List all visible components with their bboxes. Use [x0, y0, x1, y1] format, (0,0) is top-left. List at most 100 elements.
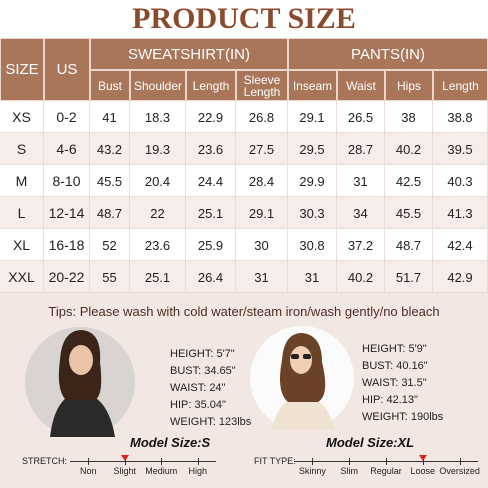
- table-cell: 29.1: [236, 197, 288, 229]
- table-cell: 23.6: [130, 229, 186, 261]
- tips: Tips: Please wash with cold water/steam …: [48, 303, 440, 319]
- page-title: PRODUCT SIZE: [132, 2, 356, 35]
- table-cell: 29.9: [288, 165, 337, 197]
- header-cell: SWEATSHIRT(IN): [90, 38, 288, 70]
- table-cell: 42.9: [433, 261, 488, 293]
- title-band: [0, 0, 488, 38]
- table-cell: 26.5: [337, 101, 385, 133]
- table-cell: 31: [236, 261, 288, 293]
- table-cell: L: [0, 197, 44, 229]
- table-row: [0, 165, 488, 197]
- table-cell: 41.3: [433, 197, 488, 229]
- scale-marker: [120, 455, 129, 461]
- model-size: Model Size:S: [130, 435, 211, 450]
- table-cell: 27.5: [236, 133, 288, 165]
- model-stat: WEIGHT: 123lbs: [170, 416, 252, 428]
- table-cell: 30.8: [288, 229, 337, 261]
- column-header: Hips: [385, 70, 433, 101]
- table-cell: 40.2: [337, 261, 385, 293]
- scale-option: Slim: [340, 466, 358, 476]
- model-stat: WEIGHT: 190lbs: [362, 411, 444, 423]
- model-stat: HEIGHT: 5'9": [362, 343, 427, 355]
- table-row: [0, 229, 488, 261]
- table-cell: 48.7: [90, 197, 130, 229]
- table-cell: M: [0, 165, 44, 197]
- scale-tick: [197, 458, 199, 465]
- table-cell: 20-22: [44, 261, 90, 293]
- table-row: [0, 133, 488, 165]
- model-stat: HIP: 35.04": [170, 399, 226, 411]
- column-header: Length: [433, 70, 488, 101]
- table-row: [0, 197, 488, 229]
- table-cell: 42.4: [433, 229, 488, 261]
- table-cell: 52: [90, 229, 130, 261]
- table-cell: 43.2: [90, 133, 130, 165]
- model-stat: HIP: 42.13": [362, 394, 418, 406]
- table-cell: 38.8: [433, 101, 488, 133]
- table-cell: 0-2: [44, 101, 90, 133]
- table-cell: 45.5: [90, 165, 130, 197]
- scale-option: Non: [79, 466, 97, 476]
- table-cell: 45.5: [385, 197, 433, 229]
- model-stat: BUST: 34.65": [170, 365, 236, 377]
- table-cell: 16-18: [44, 229, 90, 261]
- table-cell: XL: [0, 229, 44, 261]
- table-cell: 38: [385, 101, 433, 133]
- table-cell: 19.3: [130, 133, 186, 165]
- table-cell: 48.7: [385, 229, 433, 261]
- scale-option: Slight: [113, 466, 136, 476]
- scale-line: [70, 461, 216, 462]
- table-cell: 40.3: [433, 165, 488, 197]
- table-cell: 30: [236, 229, 288, 261]
- table-cell: 29.5: [288, 133, 337, 165]
- scale-label: FIT TYPE:: [254, 456, 296, 466]
- scale-tick: [459, 458, 461, 465]
- table-row: [0, 261, 488, 293]
- table-cell: 51.7: [385, 261, 433, 293]
- table-cell: 18.3: [130, 101, 186, 133]
- column-header: Shoulder: [130, 70, 186, 101]
- table-cell: 30.3: [288, 197, 337, 229]
- scale-option: Medium: [145, 466, 178, 476]
- table-cell: XS: [0, 101, 44, 133]
- table-cell: 31: [337, 165, 385, 197]
- table-cell: 24.4: [186, 165, 236, 197]
- model-stat: BUST: 40.16": [362, 360, 428, 372]
- scale-tick: [422, 458, 424, 465]
- scale-option: Skinny: [298, 466, 326, 476]
- table-cell: 40.2: [385, 133, 433, 165]
- scale-tick: [161, 458, 163, 465]
- table-cell: 22.9: [186, 101, 236, 133]
- table-cell: 28.4: [236, 165, 288, 197]
- table-cell: 34: [337, 197, 385, 229]
- column-header: Length: [186, 70, 236, 101]
- table-cell: 25.9: [186, 229, 236, 261]
- table-cell: 31: [288, 261, 337, 293]
- table-cell: 8-10: [44, 165, 90, 197]
- table-cell: 4-6: [44, 133, 90, 165]
- column-header: Waist: [337, 70, 385, 101]
- scale-option: High: [188, 466, 207, 476]
- table-cell: 29.1: [288, 101, 337, 133]
- table-cell: 25.1: [130, 261, 186, 293]
- scale-option: Regular: [370, 466, 402, 476]
- table-cell: 39.5: [433, 133, 488, 165]
- table-cell: 28.7: [337, 133, 385, 165]
- scale-tick: [349, 458, 351, 465]
- column-header: Bust: [90, 70, 130, 101]
- table-cell: 37.2: [337, 229, 385, 261]
- scale-tick: [88, 458, 90, 465]
- table-cell: 26.4: [186, 261, 236, 293]
- model-size: Model Size:XL: [326, 435, 415, 450]
- table-cell: 41: [90, 101, 130, 133]
- table-cell: 42.5: [385, 165, 433, 197]
- table-cell: 25.1: [186, 197, 236, 229]
- model-stat: HEIGHT: 5'7": [170, 348, 235, 360]
- table-cell: S: [0, 133, 44, 165]
- scale-tick: [386, 458, 387, 465]
- column-header: Sleeve Length: [236, 70, 288, 101]
- table-cell: 20.4: [130, 165, 186, 197]
- scale-tick: [124, 458, 126, 465]
- model-stat: WAIST: 31.5": [362, 377, 427, 389]
